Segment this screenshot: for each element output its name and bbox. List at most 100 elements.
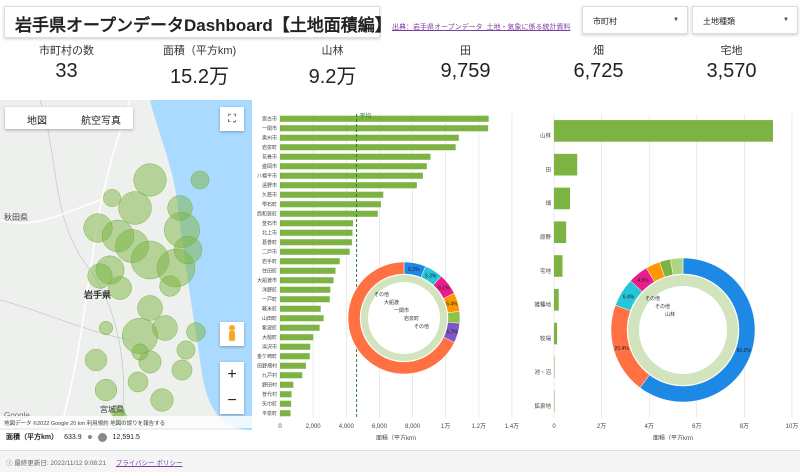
- x-tick-label: 8,000: [405, 424, 421, 430]
- fullscreen-icon[interactable]: ⛶: [220, 107, 244, 131]
- map-bubble: [108, 276, 132, 300]
- bar: [280, 315, 324, 322]
- privacy-policy-link[interactable]: プライバシー ポリシー: [115, 460, 183, 467]
- average-label: 平均: [360, 112, 372, 120]
- bar: [554, 221, 567, 244]
- map-type-toggle[interactable]: 地図 航空写真: [5, 107, 133, 129]
- bar: [554, 255, 563, 277]
- y-tick-label: 普代村: [262, 391, 277, 398]
- donut-label: 5.3%: [425, 274, 437, 280]
- map-bubble: [150, 388, 174, 412]
- land-type-chart: 0 2万 4万 6万 8万 10万 山林田畑原野 宅地 雑種地 牧場 池・沼 鉱泉地 面積（平方km) 6…: [528, 100, 800, 442]
- bar: [280, 172, 423, 179]
- zoom-in-icon[interactable]: +: [227, 366, 237, 383]
- map-bubble: [186, 322, 206, 342]
- map-bubble: [152, 315, 178, 341]
- chevron-down-icon: ▼: [673, 17, 679, 23]
- x-tick-label: 8万: [740, 423, 749, 430]
- x-tick-label: 0: [552, 424, 556, 430]
- source-link[interactable]: 出典：岩手県オープンデータ_土地・気象に係る統計資料: [392, 24, 571, 31]
- y-tick-label: 一関市: [262, 125, 277, 132]
- y-tick-label: 雑種地: [534, 301, 551, 309]
- map-bubble: [171, 359, 193, 381]
- map-label-iwate: 岩手県: [83, 289, 111, 300]
- donut-inner-label: 一関市: [394, 307, 409, 314]
- donut-label: 6.4%: [623, 294, 635, 300]
- y-tick-label: 釜石市: [262, 220, 277, 227]
- donut-inner-label: その他: [414, 323, 429, 330]
- x-tick-label: 1.4万: [505, 423, 519, 430]
- x-tick-label: 0: [278, 424, 282, 430]
- y-tick-label: 久慈市: [262, 192, 277, 199]
- bar: [280, 410, 291, 417]
- bar: [280, 400, 292, 407]
- last-updated: 最終更新日: 2022/11/12 9:08:21: [14, 460, 106, 467]
- bar: [280, 277, 334, 284]
- bar: [554, 356, 555, 379]
- donut-slice: [447, 311, 461, 324]
- kpi-label: 田: [460, 45, 471, 57]
- y-tick-label: 金ケ崎町: [257, 353, 277, 360]
- bar: [280, 286, 331, 293]
- street-view-pegman-icon[interactable]: [220, 322, 244, 346]
- kpi-label: 山林: [321, 45, 344, 57]
- footer: ⓘ 最終更新日: 2022/11/12 9:08:21 プライバシー ポリシー: [0, 450, 800, 472]
- donut-label: 5.7%: [446, 329, 458, 335]
- donut-slice: [347, 261, 455, 375]
- zoom-control[interactable]: + −: [220, 362, 244, 414]
- y-tick-label: 雫石町: [262, 202, 277, 208]
- y-tick-label: 西和賀町: [257, 211, 277, 218]
- bar: [280, 163, 427, 170]
- legend-min: 633.9: [64, 433, 82, 441]
- map-bubble: [176, 340, 196, 360]
- bar: [280, 391, 292, 398]
- map-bubble: [137, 295, 163, 321]
- x-tick-label: 2万: [597, 423, 606, 430]
- y-tick-label: 奥州市: [262, 135, 277, 142]
- map-google-logo: Google: [4, 411, 30, 420]
- donut-center: [639, 286, 727, 374]
- bar: [280, 201, 381, 208]
- kpi-label: 面積（平方km): [162, 45, 237, 57]
- municipality-area-chart: 0 2,000 4,000 6,000 8,000 1万 1.2万 1.4万 宮古市 一関市 奥州市…: [254, 100, 520, 442]
- x-tick-label: 6万: [692, 423, 701, 430]
- bar: [280, 239, 352, 246]
- donut-label: 5.4%: [446, 302, 458, 308]
- map-bubble: [103, 189, 121, 207]
- bar: [280, 182, 417, 189]
- bar: [280, 144, 456, 151]
- bar: [554, 187, 571, 210]
- zoom-out-icon[interactable]: −: [227, 392, 237, 409]
- map-tab-map[interactable]: 地図: [27, 116, 47, 127]
- bar: [280, 334, 314, 341]
- map-label-akita: 秋田県: [4, 212, 28, 222]
- map-tab-satellite[interactable]: 航空写真: [81, 116, 121, 127]
- donut-inner-label: 山林: [665, 311, 675, 318]
- bar: [280, 372, 303, 379]
- y-tick-label: 滝沢市: [262, 344, 277, 351]
- donut-slice: [639, 257, 756, 403]
- bar: [554, 288, 559, 311]
- kpi-value: 9.2万: [308, 66, 357, 88]
- bar: [280, 125, 489, 132]
- bar: [280, 381, 294, 388]
- kpi-value: 6,725: [573, 60, 624, 82]
- map-view[interactable]: 秋田県 岩手県 宮城県 Google: [0, 100, 252, 430]
- y-tick-label: 盛岡市: [262, 163, 277, 170]
- donut-slice: [670, 257, 684, 276]
- y-tick-label: 田野畑村: [257, 363, 277, 370]
- map-bubble: [131, 343, 149, 361]
- map-bubble: [118, 191, 152, 225]
- map-bubble: [190, 170, 210, 190]
- bar: [280, 305, 321, 312]
- map-bubble: [173, 235, 203, 265]
- bar: [280, 353, 310, 360]
- donut-inner-label: その他: [374, 291, 389, 298]
- filter-land-type[interactable]: 土地種類 ▼: [692, 6, 798, 34]
- bar: [554, 153, 578, 176]
- filter-municipality[interactable]: 市町村 ▼: [582, 6, 688, 34]
- map-legend: 面積（平方km） 633.9 12,591.5: [6, 432, 140, 442]
- y-tick-label: 田: [545, 166, 551, 173]
- kpi-residential: 宅地 3,570: [665, 42, 798, 83]
- y-tick-label: 北上市: [262, 230, 277, 237]
